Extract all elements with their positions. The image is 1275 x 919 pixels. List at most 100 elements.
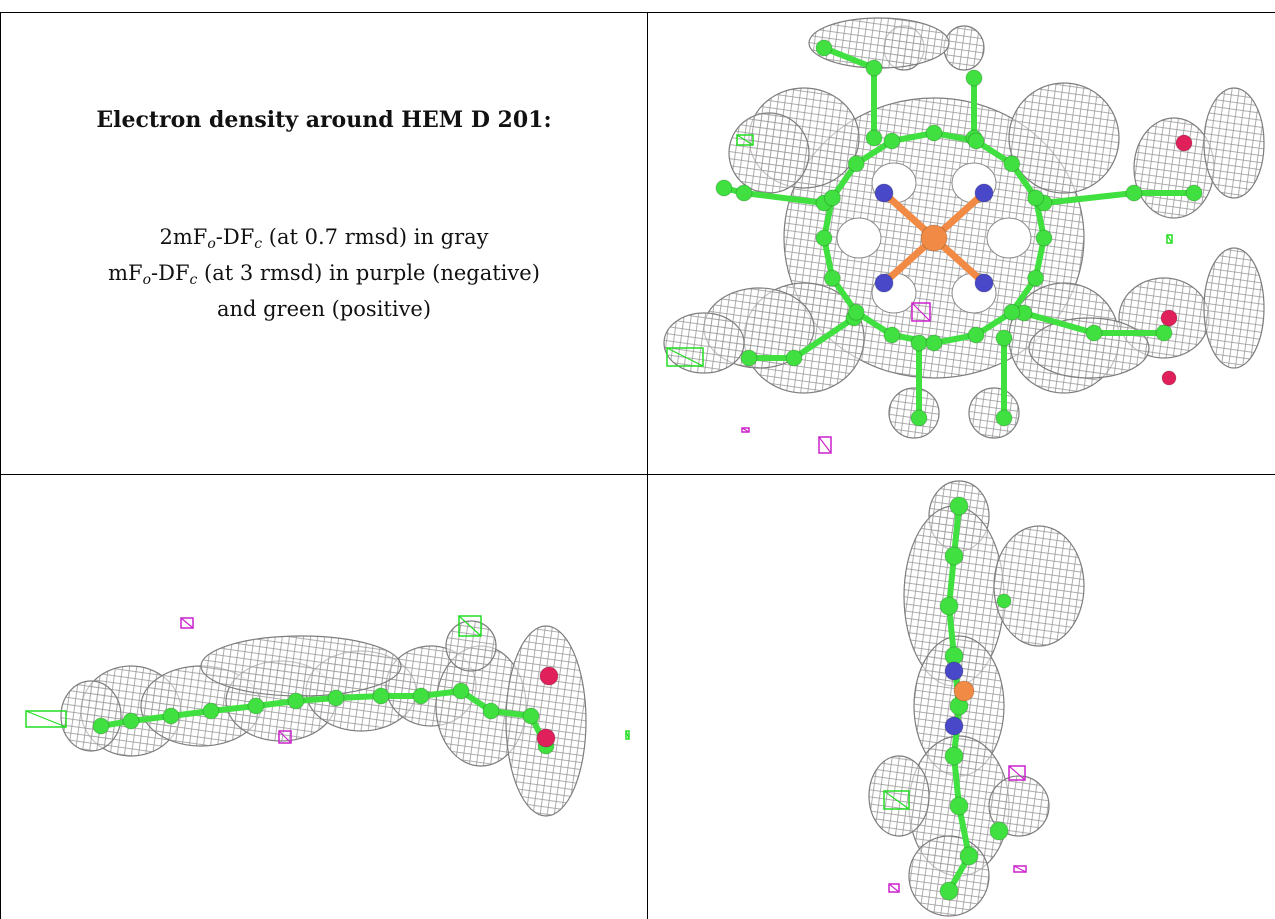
negative-density-blob [180, 617, 194, 629]
carbon-atom [162, 707, 180, 725]
positive-density-blob-hatch [1166, 234, 1173, 244]
carbon-atom [785, 349, 803, 367]
carbon-atom [910, 409, 928, 427]
density-hole [836, 217, 882, 259]
carbon-atom [910, 334, 928, 352]
iron-atom [953, 680, 975, 702]
carbon-atom [965, 69, 983, 87]
positive-density-blob-hatch [625, 730, 630, 740]
density-hole [986, 217, 1032, 259]
carbon-atom [925, 334, 943, 352]
density-mesh [60, 680, 122, 752]
negative-density-blob-hatch [818, 436, 832, 454]
heme-side-view-panel [1, 476, 647, 919]
carbon-atom [735, 184, 753, 202]
oxygen-atom [1160, 309, 1178, 327]
carbon-atom [1155, 324, 1173, 342]
carbon-atom [482, 702, 500, 720]
positive-density-blob [625, 730, 630, 740]
positive-density-blob-hatch [883, 790, 910, 810]
carbon-atom [949, 796, 969, 816]
positive-density-blob-hatch [458, 615, 482, 637]
carbon-atom [865, 129, 883, 147]
term-mid: -DF [151, 261, 190, 285]
positive-density-blob [883, 790, 910, 810]
positive-density-blob-hatch [736, 134, 754, 146]
density-mesh [200, 635, 402, 697]
carbon-atom [202, 702, 220, 720]
caption-line-mfo: mFo-DFc (at 3 rmsd) in purple (negative) [1, 259, 647, 295]
term-lead: mF [108, 261, 143, 285]
carbon-atom [740, 349, 758, 367]
density-mesh [868, 755, 930, 837]
negative-density-blob [818, 436, 832, 454]
density-mesh [663, 312, 745, 374]
carbon-atom [452, 682, 470, 700]
term-mid: -DF [215, 225, 255, 249]
negative-density-blob-hatch [888, 883, 900, 893]
caption-line-2mfo: 2mFo-DFc (at 0.7 rmsd) in gray [1, 223, 647, 259]
bond [741, 190, 827, 206]
carbon-atom [939, 881, 959, 901]
carbon-atom [949, 496, 969, 516]
carbon-atom [883, 326, 901, 344]
carbon-atom [996, 593, 1012, 609]
negative-density-blob [911, 302, 931, 322]
carbon-atom [1185, 184, 1203, 202]
center-border [647, 12, 648, 919]
nitrogen-atom [974, 183, 994, 203]
carbon-atom [1027, 269, 1045, 287]
positive-density-blob-hatch [666, 347, 704, 367]
carbon-atom [823, 189, 841, 207]
heme-side-view-render [25, 615, 630, 817]
carbon-atom [883, 132, 901, 150]
negative-density-blob [888, 883, 900, 893]
carbon-atom [989, 821, 1009, 841]
carbon-atom [412, 687, 430, 705]
heme-top-view-panel [649, 13, 1275, 474]
term-lead: 2mF [159, 225, 208, 249]
negative-density-blob [1008, 765, 1026, 781]
carbon-atom [1085, 324, 1103, 342]
density-mesh [1203, 87, 1265, 199]
carbon-atom [944, 746, 964, 766]
negative-density-blob-hatch [180, 617, 194, 629]
caption-description: 2mFo-DFc (at 0.7 rmsd) in gray mFo-DFc (… [1, 223, 647, 324]
carbon-atom [865, 59, 883, 77]
negative-density-blob-hatch [741, 427, 750, 433]
carbon-atom [847, 303, 865, 321]
oxygen-atom [1161, 370, 1177, 386]
positive-density-blob [25, 710, 67, 728]
density-mesh [1133, 117, 1215, 219]
carbon-atom [967, 132, 985, 150]
carbon-atom [925, 124, 943, 142]
carbon-atom [995, 329, 1013, 347]
density-mesh [1008, 82, 1120, 194]
positive-density-blob [666, 347, 704, 367]
caption-cell: Electron density around HEM D 201: 2mFo-… [1, 13, 647, 474]
term-rest: (at 3 rmsd) in purple (negative) [197, 261, 540, 285]
negative-density-blob [278, 730, 292, 744]
carbon-atom [372, 687, 390, 705]
iron-atom [920, 224, 948, 252]
top-border [0, 12, 1275, 13]
carbon-atom [715, 179, 733, 197]
carbon-atom [92, 717, 110, 735]
carbon-atom [847, 155, 865, 173]
density-mesh [908, 835, 990, 917]
negative-density-blob [1013, 865, 1027, 873]
oxygen-atom [1175, 134, 1193, 152]
caption-line-positive: and green (positive) [216, 297, 432, 321]
negative-density-blob-hatch [278, 730, 292, 744]
density-mesh [988, 775, 1050, 837]
carbon-atom [1035, 229, 1053, 247]
nitrogen-atom [944, 661, 964, 681]
carbon-atom [1003, 303, 1021, 321]
density-mesh [993, 525, 1085, 647]
term-sub-c: c [189, 272, 198, 288]
heme-end-view-panel [649, 476, 1275, 919]
nitrogen-atom [974, 273, 994, 293]
negative-density-blob-hatch [1013, 865, 1027, 873]
carbon-atom [967, 326, 985, 344]
bond [1041, 190, 1137, 206]
